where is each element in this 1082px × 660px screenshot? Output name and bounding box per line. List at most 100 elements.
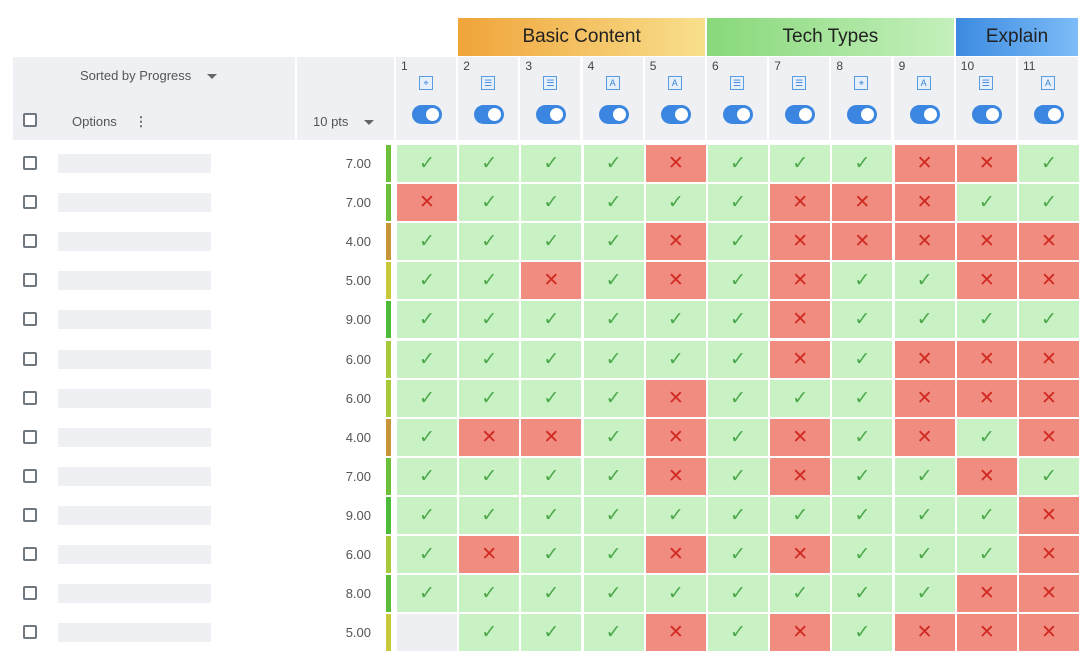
cell-correct[interactable]: ✓ <box>521 457 582 495</box>
cell-correct[interactable]: ✓ <box>521 145 582 182</box>
cell-correct[interactable]: ✓ <box>397 457 457 495</box>
row-checkbox[interactable] <box>23 625 37 640</box>
cell-incorrect[interactable]: ✕ <box>645 262 706 300</box>
cell-correct[interactable]: ✓ <box>459 496 520 534</box>
cell-incorrect[interactable]: ✕ <box>894 340 955 378</box>
student-name-placeholder[interactable] <box>58 505 211 525</box>
cell-correct[interactable]: ✓ <box>894 301 955 339</box>
cell-incorrect[interactable]: ✕ <box>397 184 457 222</box>
cell-correct[interactable]: ✓ <box>459 223 520 261</box>
cell-correct[interactable]: ✓ <box>770 496 831 534</box>
cell-correct[interactable]: ✓ <box>645 184 706 222</box>
cell-correct[interactable]: ✓ <box>521 379 582 417</box>
cell-correct[interactable]: ✓ <box>459 379 520 417</box>
cell-incorrect[interactable]: ✕ <box>1019 418 1079 456</box>
cell-correct[interactable]: ✓ <box>397 262 457 300</box>
cell-correct[interactable]: ✓ <box>521 575 582 613</box>
cell-incorrect[interactable]: ✕ <box>645 418 706 456</box>
cell-correct[interactable]: ✓ <box>397 379 457 417</box>
cell-incorrect[interactable]: ✕ <box>770 184 831 222</box>
cell-incorrect[interactable]: ✕ <box>1019 262 1079 300</box>
cell-correct[interactable]: ✓ <box>521 496 582 534</box>
cell-correct[interactable]: ✓ <box>645 575 706 613</box>
cell-incorrect[interactable]: ✕ <box>894 223 955 261</box>
cell-correct[interactable]: ✓ <box>583 496 644 534</box>
column-toggle[interactable] <box>474 105 505 124</box>
cell-correct[interactable]: ✓ <box>459 614 520 652</box>
column-toggle[interactable] <box>412 105 442 124</box>
cell-incorrect[interactable]: ✕ <box>770 614 831 652</box>
cell-incorrect[interactable]: ✕ <box>956 575 1017 613</box>
student-name-placeholder[interactable] <box>58 466 211 486</box>
cell-correct[interactable]: ✓ <box>397 496 457 534</box>
cell-correct[interactable]: ✓ <box>956 184 1017 222</box>
cell-correct[interactable]: ✓ <box>956 418 1017 456</box>
cell-correct[interactable]: ✓ <box>459 145 520 182</box>
cell-incorrect[interactable]: ✕ <box>956 614 1017 652</box>
cell-correct[interactable]: ✓ <box>708 301 768 339</box>
row-checkbox[interactable] <box>23 351 37 366</box>
cell-correct[interactable]: ✓ <box>832 614 893 652</box>
cell-empty[interactable] <box>397 614 457 652</box>
cell-correct[interactable]: ✓ <box>645 301 706 339</box>
cell-correct[interactable]: ✓ <box>832 457 893 495</box>
column-toggle[interactable] <box>847 105 878 124</box>
cell-incorrect[interactable]: ✕ <box>770 262 831 300</box>
cell-correct[interactable]: ✓ <box>708 184 768 222</box>
cell-correct[interactable]: ✓ <box>397 223 457 261</box>
cell-correct[interactable]: ✓ <box>956 301 1017 339</box>
cell-correct[interactable]: ✓ <box>956 496 1017 534</box>
cell-incorrect[interactable]: ✕ <box>832 184 893 222</box>
sort-dropdown[interactable]: Sorted by Progress <box>80 68 217 83</box>
student-name-placeholder[interactable] <box>58 154 211 173</box>
cell-correct[interactable]: ✓ <box>459 262 520 300</box>
cell-correct[interactable]: ✓ <box>894 536 955 573</box>
cell-correct[interactable]: ✓ <box>521 301 582 339</box>
cell-correct[interactable]: ✓ <box>894 457 955 495</box>
cell-correct[interactable]: ✓ <box>832 301 893 339</box>
cell-correct[interactable]: ✓ <box>708 145 768 182</box>
cell-correct[interactable]: ✓ <box>708 340 768 378</box>
cell-incorrect[interactable]: ✕ <box>894 184 955 222</box>
cell-correct[interactable]: ✓ <box>832 536 893 573</box>
cell-correct[interactable]: ✓ <box>521 340 582 378</box>
cell-incorrect[interactable]: ✕ <box>894 418 955 456</box>
cell-incorrect[interactable]: ✕ <box>645 223 706 261</box>
cell-incorrect[interactable]: ✕ <box>770 340 831 378</box>
cell-incorrect[interactable]: ✕ <box>1019 496 1079 534</box>
cell-incorrect[interactable]: ✕ <box>645 614 706 652</box>
cell-correct[interactable]: ✓ <box>832 418 893 456</box>
column-toggle[interactable] <box>723 105 753 124</box>
column-toggle[interactable] <box>598 105 629 124</box>
cell-incorrect[interactable]: ✕ <box>521 262 582 300</box>
row-checkbox[interactable] <box>23 429 37 444</box>
cell-correct[interactable]: ✓ <box>1019 145 1079 182</box>
row-checkbox[interactable] <box>23 273 37 288</box>
cell-incorrect[interactable]: ✕ <box>459 418 520 456</box>
cell-correct[interactable]: ✓ <box>956 536 1017 573</box>
column-toggle[interactable] <box>536 105 567 124</box>
cell-correct[interactable]: ✓ <box>459 340 520 378</box>
cell-incorrect[interactable]: ✕ <box>770 536 831 573</box>
cell-incorrect[interactable]: ✕ <box>1019 223 1079 261</box>
cell-incorrect[interactable]: ✕ <box>956 379 1017 417</box>
cell-correct[interactable]: ✓ <box>894 262 955 300</box>
cell-correct[interactable]: ✓ <box>832 340 893 378</box>
cell-correct[interactable]: ✓ <box>583 340 644 378</box>
row-checkbox[interactable] <box>23 195 37 210</box>
cell-correct[interactable]: ✓ <box>583 379 644 417</box>
cell-incorrect[interactable]: ✕ <box>956 262 1017 300</box>
cell-incorrect[interactable]: ✕ <box>832 223 893 261</box>
cell-correct[interactable]: ✓ <box>770 575 831 613</box>
cell-correct[interactable]: ✓ <box>1019 301 1079 339</box>
cell-incorrect[interactable]: ✕ <box>956 340 1017 378</box>
cell-correct[interactable]: ✓ <box>770 379 831 417</box>
cell-correct[interactable]: ✓ <box>397 340 457 378</box>
cell-correct[interactable]: ✓ <box>521 223 582 261</box>
row-checkbox[interactable] <box>23 507 37 522</box>
cell-correct[interactable]: ✓ <box>708 262 768 300</box>
cell-correct[interactable]: ✓ <box>397 418 457 456</box>
cell-correct[interactable]: ✓ <box>583 536 644 573</box>
cell-correct[interactable]: ✓ <box>583 223 644 261</box>
cell-incorrect[interactable]: ✕ <box>459 536 520 573</box>
